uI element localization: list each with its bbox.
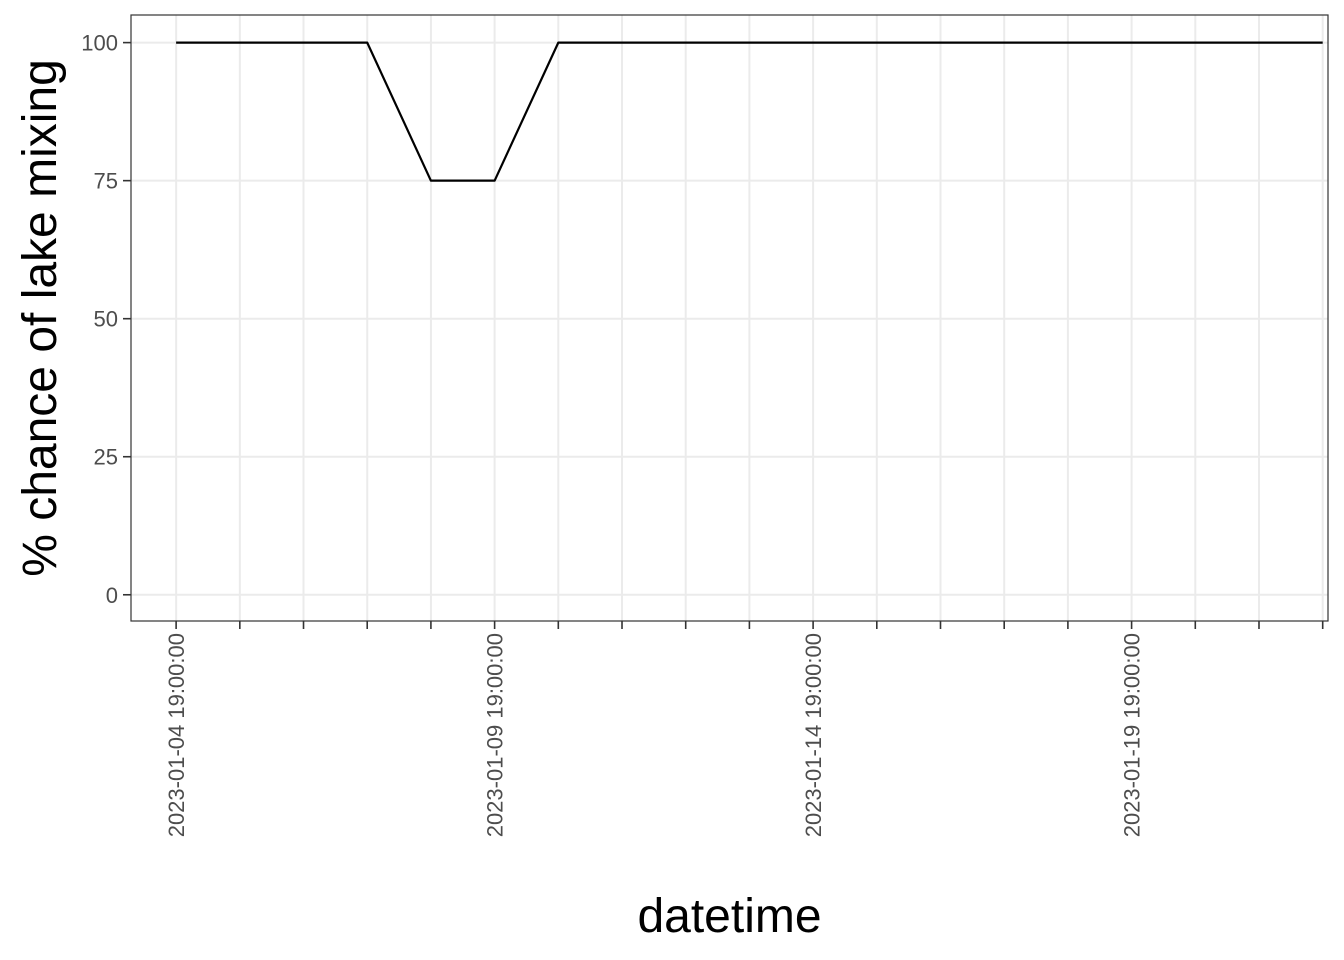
- series-lines: [176, 41, 1323, 182]
- x-axis-title: datetime: [637, 890, 821, 943]
- x-tick-label: 2023-01-14 19:00:00: [801, 633, 826, 837]
- y-axis-title: % chance of lake mixing: [14, 59, 67, 577]
- y-tick-label: 0: [106, 583, 118, 608]
- x-tick-label: 2023-01-09 19:00:00: [483, 633, 508, 837]
- x-tick-label: 2023-01-04 19:00:00: [164, 633, 189, 837]
- series-line: [176, 41, 1323, 182]
- tick-labels: 0 25 50 75 100 2023-01-04 19:00:00 2023-01-09 …: [81, 31, 1144, 838]
- y-tick-label: 100: [81, 31, 118, 56]
- y-tick-label: 75: [94, 169, 118, 194]
- y-tick-label: 50: [94, 307, 118, 332]
- x-tick-label: 2023-01-19 19:00:00: [1120, 633, 1145, 837]
- y-tick-label: 25: [94, 445, 118, 470]
- axis-ticks: [123, 41, 1324, 629]
